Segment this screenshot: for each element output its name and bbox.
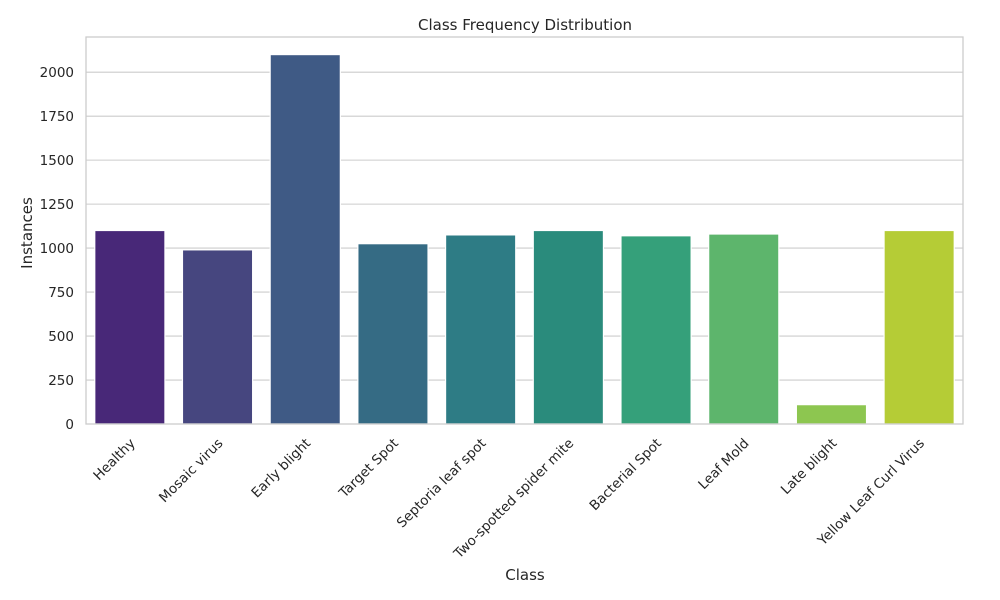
x-tick-label: Leaf Mold: [695, 436, 752, 493]
bar: [357, 243, 429, 425]
y-tick-label: 0: [65, 417, 74, 433]
bar: [181, 249, 254, 425]
bar: [269, 53, 341, 425]
x-tick-label: Late blight: [778, 436, 840, 498]
bars: [94, 53, 955, 425]
bar: [620, 235, 692, 425]
chart-title: Class Frequency Distribution: [418, 16, 632, 34]
bar: [883, 229, 955, 425]
x-tick-label: Septoria leaf spot: [394, 436, 490, 532]
x-tick-label: Early blight: [248, 436, 314, 502]
y-tick-label: 1000: [40, 241, 74, 257]
y-tick-label: 1750: [40, 109, 74, 125]
y-axis-label: Instances: [18, 197, 36, 269]
y-tick-labels: 0 250 500 750 1000 1250 1500 1750 2000: [40, 65, 74, 433]
x-tick-label: Mosaic virus: [156, 436, 226, 506]
y-tick-label: 250: [48, 373, 74, 389]
y-tick-label: 1500: [40, 153, 74, 169]
bar: [532, 229, 605, 425]
y-tick-label: 1250: [40, 197, 74, 213]
x-tick-labels: Healthy Mosaic virus Early blight Target Sp…: [90, 436, 928, 563]
plot-frame: [85, 36, 964, 425]
y-tick-label: 750: [48, 285, 74, 301]
y-tick-label: 500: [48, 329, 74, 345]
y-tick-label: 2000: [40, 65, 74, 81]
bar: [708, 233, 780, 425]
bar: [444, 234, 517, 425]
x-tick-label: Bacterial Spot: [586, 436, 664, 514]
x-tick-label: Target Spot: [335, 436, 401, 502]
x-axis-label: Class: [505, 566, 545, 584]
x-tick-label: Healthy: [90, 436, 138, 484]
bar: [795, 404, 868, 425]
bar: [94, 229, 166, 425]
